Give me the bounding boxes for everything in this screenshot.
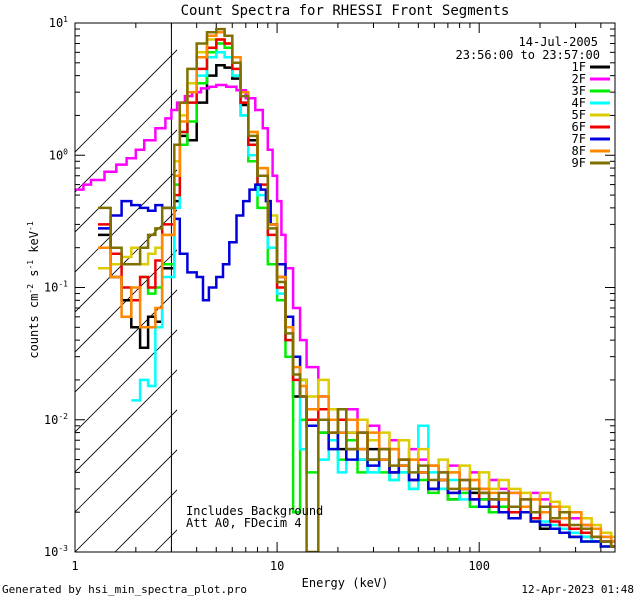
legend-label-1F: 1F bbox=[572, 60, 586, 74]
x-tick-label: 100 bbox=[468, 559, 490, 573]
ylabel-exp-1: -2 bbox=[26, 284, 35, 294]
ylabel-part-2: s bbox=[27, 270, 41, 284]
legend-label-2F: 2F bbox=[572, 72, 586, 86]
series-9F-line bbox=[98, 27, 615, 552]
legend-label-4F: 4F bbox=[572, 96, 586, 110]
axis-ticks: 1 10 100 10-3 10-2 10-1 100 101 bbox=[44, 15, 615, 573]
hatch-line bbox=[75, 409, 177, 513]
series-layer bbox=[75, 27, 615, 552]
legend-label-8F: 8F bbox=[572, 144, 586, 158]
ylabel-part-3: keV bbox=[27, 231, 41, 260]
hatch-line bbox=[75, 369, 177, 473]
x-tick-label: 10 bbox=[270, 559, 284, 573]
y-axis-label: counts cm-2 s-1 keV-1 bbox=[26, 221, 41, 358]
y-tick-label: 10-3 bbox=[44, 544, 68, 559]
legend-label-6F: 6F bbox=[572, 120, 586, 134]
hatch-line bbox=[75, 449, 177, 552]
y-tick-label: 10-1 bbox=[44, 280, 68, 295]
legend-label-9F: 9F bbox=[572, 156, 586, 170]
y-tick-label: 100 bbox=[49, 147, 68, 162]
ylabel-exp-2: -1 bbox=[26, 260, 35, 270]
chart-time-range: 23:56:00 to 23:57:00 bbox=[456, 48, 601, 62]
ylabel-part-1: counts cm bbox=[27, 294, 41, 359]
chart-date: 14-Jul-2005 bbox=[519, 35, 598, 49]
y-tick-label: 101 bbox=[49, 15, 68, 30]
legend-label-5F: 5F bbox=[572, 108, 586, 122]
footer-timestamp: 12-Apr-2023 01:48 bbox=[521, 583, 634, 596]
annotation-background: Includes Background bbox=[186, 504, 323, 518]
ylabel-exp-3: -1 bbox=[26, 221, 35, 231]
hatch-line bbox=[75, 169, 177, 273]
legend-label-3F: 3F bbox=[572, 84, 586, 98]
x-axis-label: Energy (keV) bbox=[302, 576, 389, 590]
x-tick-label: 1 bbox=[71, 559, 78, 573]
legend-label-7F: 7F bbox=[572, 132, 586, 146]
footer-generated-by: Generated by hsi_min_spectra_plot.pro bbox=[2, 583, 248, 596]
hatch-line bbox=[75, 49, 177, 153]
annotation-attenuator: Att A0, FDecim 4 bbox=[186, 516, 302, 530]
y-tick-label: 10-2 bbox=[44, 412, 68, 427]
hatch-line bbox=[75, 209, 177, 313]
chart-title: Count Spectra for RHESSI Front Segments bbox=[181, 3, 510, 19]
